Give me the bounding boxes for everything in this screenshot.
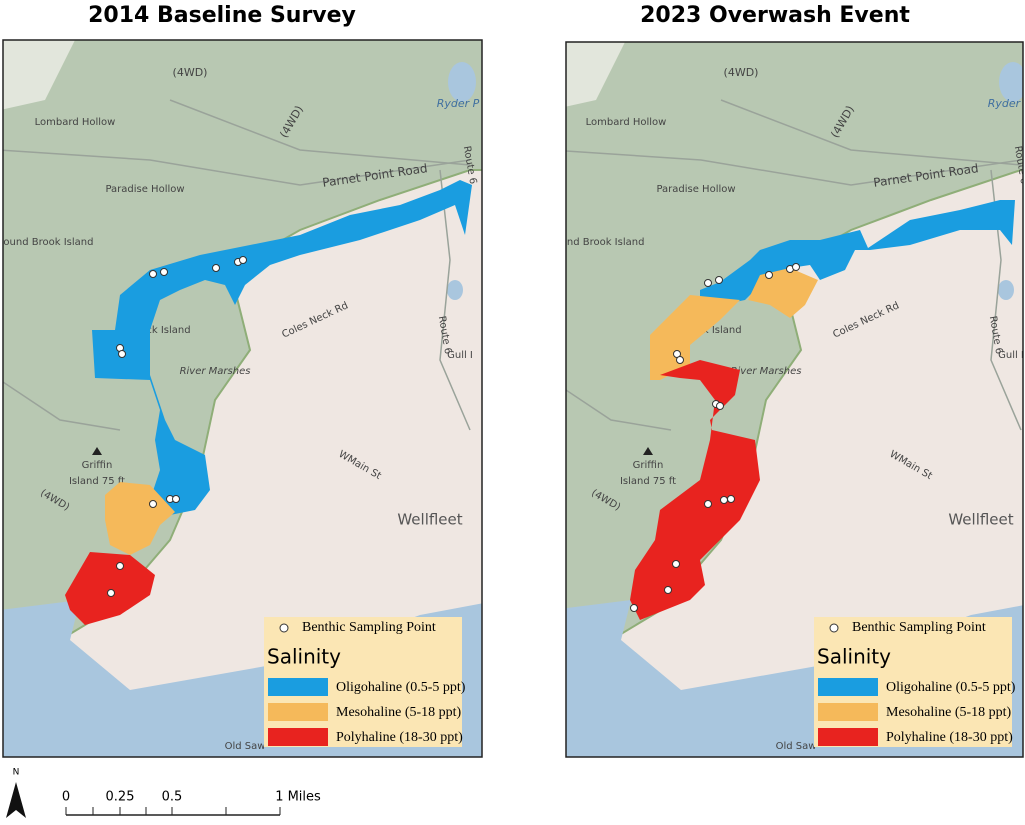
salinity-zone <box>92 180 472 515</box>
legend-point-label: Benthic Sampling Point <box>302 620 436 635</box>
road <box>566 389 672 431</box>
sampling-point <box>172 495 180 503</box>
legend-label: Mesohaline (5-18 ppt) <box>886 705 1012 720</box>
legend-point-symbol <box>829 623 839 633</box>
upland-light <box>3 40 75 110</box>
salinity-zone <box>748 268 818 318</box>
road <box>169 99 471 166</box>
peak-icon <box>92 447 102 455</box>
legend-swatch <box>818 678 878 696</box>
north-label: N <box>13 768 20 778</box>
map-label: Griffin <box>82 460 113 471</box>
road <box>720 99 1022 166</box>
panel-title: 2023 Overwash Event <box>640 3 910 28</box>
map-label: Griffin <box>633 460 664 471</box>
map-label: Wellfleet <box>397 511 462 529</box>
salinity-zone <box>630 360 760 620</box>
sampling-point <box>715 276 723 284</box>
legend-label: Polyhaline (18-30 ppt) <box>886 730 1013 745</box>
map-label: Paradise Hollow <box>105 184 184 195</box>
legend-swatch <box>818 703 878 721</box>
map-label: Island 75 ft <box>69 476 125 487</box>
sampling-point <box>239 256 247 264</box>
road <box>566 150 1022 186</box>
legend-swatch <box>818 728 878 746</box>
scale-label: 0.25 <box>106 790 135 805</box>
north-arrow <box>6 782 26 818</box>
legend-swatch <box>268 728 328 746</box>
legend-label: Oligohaline (0.5-5 ppt) <box>886 680 1016 695</box>
pond <box>999 62 1023 102</box>
map-label: (4WD) <box>173 66 208 79</box>
road <box>439 169 471 431</box>
sampling-point <box>630 604 638 612</box>
map-label: Route 6 <box>1012 145 1025 185</box>
sampling-point <box>160 268 168 276</box>
legend-title: Salinity <box>817 645 891 669</box>
upland-light <box>566 42 625 107</box>
salinity-zone <box>700 200 1015 305</box>
map-label: Old Saw <box>225 741 266 752</box>
map-label: Ryder P <box>988 97 1025 110</box>
scale-label: 0.5 <box>162 790 183 805</box>
map-label: Paradise Hollow <box>656 184 735 195</box>
sampling-point <box>727 495 735 503</box>
peak-icon <box>643 447 653 455</box>
panel-frame <box>2 39 483 758</box>
sampling-point <box>716 402 724 410</box>
sampling-point <box>118 350 126 358</box>
map-label: errick Island <box>129 325 190 336</box>
map-label: Gull I <box>998 350 1024 361</box>
sampling-point <box>704 279 712 287</box>
map-label: errick Island <box>680 325 741 336</box>
sampling-point <box>664 586 672 594</box>
legend-label: Oligohaline (0.5-5 ppt) <box>336 680 466 695</box>
legend-point-label: Benthic Sampling Point <box>852 620 986 635</box>
map-label: Ryder P <box>437 97 480 110</box>
legend-label: Polyhaline (18-30 ppt) <box>336 730 463 745</box>
sampling-point <box>676 356 684 364</box>
pond <box>448 62 476 102</box>
map-label: Bound Brook Island <box>0 237 93 248</box>
map-label: River Marshes <box>180 366 251 377</box>
sampling-point <box>765 271 773 279</box>
legend-point-symbol <box>279 623 289 633</box>
legend-swatch <box>268 703 328 721</box>
sampling-point <box>672 560 680 568</box>
sampling-point <box>107 589 115 597</box>
sampling-point <box>116 562 124 570</box>
salinity-zone <box>105 482 175 555</box>
sampling-point <box>720 496 728 504</box>
road <box>3 381 121 431</box>
map-label: Bound Brook Island <box>548 237 645 248</box>
legend-swatch <box>268 678 328 696</box>
panel-title: 2014 Baseline Survey <box>88 3 356 28</box>
sampling-point <box>212 264 220 272</box>
sampling-point <box>792 263 800 271</box>
map-label: Gull I <box>447 350 473 361</box>
legend-title: Salinity <box>267 645 341 669</box>
map-label: (4WD) <box>724 66 759 79</box>
map-label: River Marshes <box>731 366 802 377</box>
map-label: Island 75 ft <box>620 476 676 487</box>
map-label: Lombard Hollow <box>586 117 667 128</box>
sampling-point <box>704 500 712 508</box>
map-label: Wellfleet <box>948 511 1013 529</box>
legend-label: Mesohaline (5-18 ppt) <box>336 705 462 720</box>
salinity-zone <box>65 552 155 625</box>
sampling-point <box>149 500 157 508</box>
scale-label: 1 Miles <box>275 790 321 805</box>
panel-frame <box>565 41 1024 758</box>
road <box>3 149 471 186</box>
sampling-point <box>149 270 157 278</box>
salinity-zone <box>650 295 740 380</box>
pond <box>447 280 463 300</box>
map-label: Lombard Hollow <box>35 117 116 128</box>
pond <box>998 280 1014 300</box>
map-label: Old Saw <box>776 741 817 752</box>
scale-label: 0 <box>62 790 70 805</box>
